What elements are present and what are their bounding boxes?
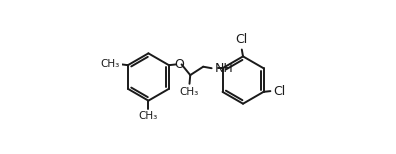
Text: O: O — [174, 58, 184, 71]
Text: NH: NH — [215, 62, 233, 75]
Text: CH₃: CH₃ — [100, 59, 120, 69]
Text: Cl: Cl — [273, 85, 286, 98]
Text: Cl: Cl — [235, 33, 248, 46]
Text: CH₃: CH₃ — [180, 87, 199, 97]
Text: CH₃: CH₃ — [139, 111, 158, 121]
